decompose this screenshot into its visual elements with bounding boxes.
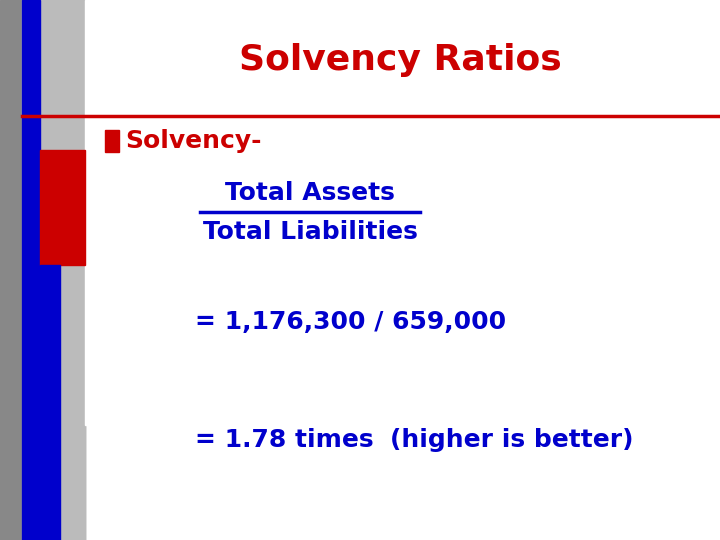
- Text: Solvency-: Solvency-: [125, 129, 261, 153]
- Bar: [22, 0, 40, 540]
- Text: = 1,176,300 / 659,000: = 1,176,300 / 659,000: [195, 310, 506, 334]
- Bar: [105, 130, 119, 152]
- Bar: [40, 150, 85, 265]
- Bar: [0, 0, 85, 540]
- Text: = 1.78 times: = 1.78 times: [195, 428, 374, 452]
- Bar: [22, 0, 720, 116]
- Text: (higher is better): (higher is better): [390, 428, 634, 452]
- Text: Total Assets: Total Assets: [225, 181, 395, 205]
- Bar: [85, 0, 720, 425]
- Bar: [85, 0, 720, 116]
- Bar: [22, 0, 85, 540]
- Text: Solvency Ratios: Solvency Ratios: [238, 43, 562, 77]
- Text: Total Liabilities: Total Liabilities: [202, 220, 418, 244]
- Bar: [40, 265, 60, 540]
